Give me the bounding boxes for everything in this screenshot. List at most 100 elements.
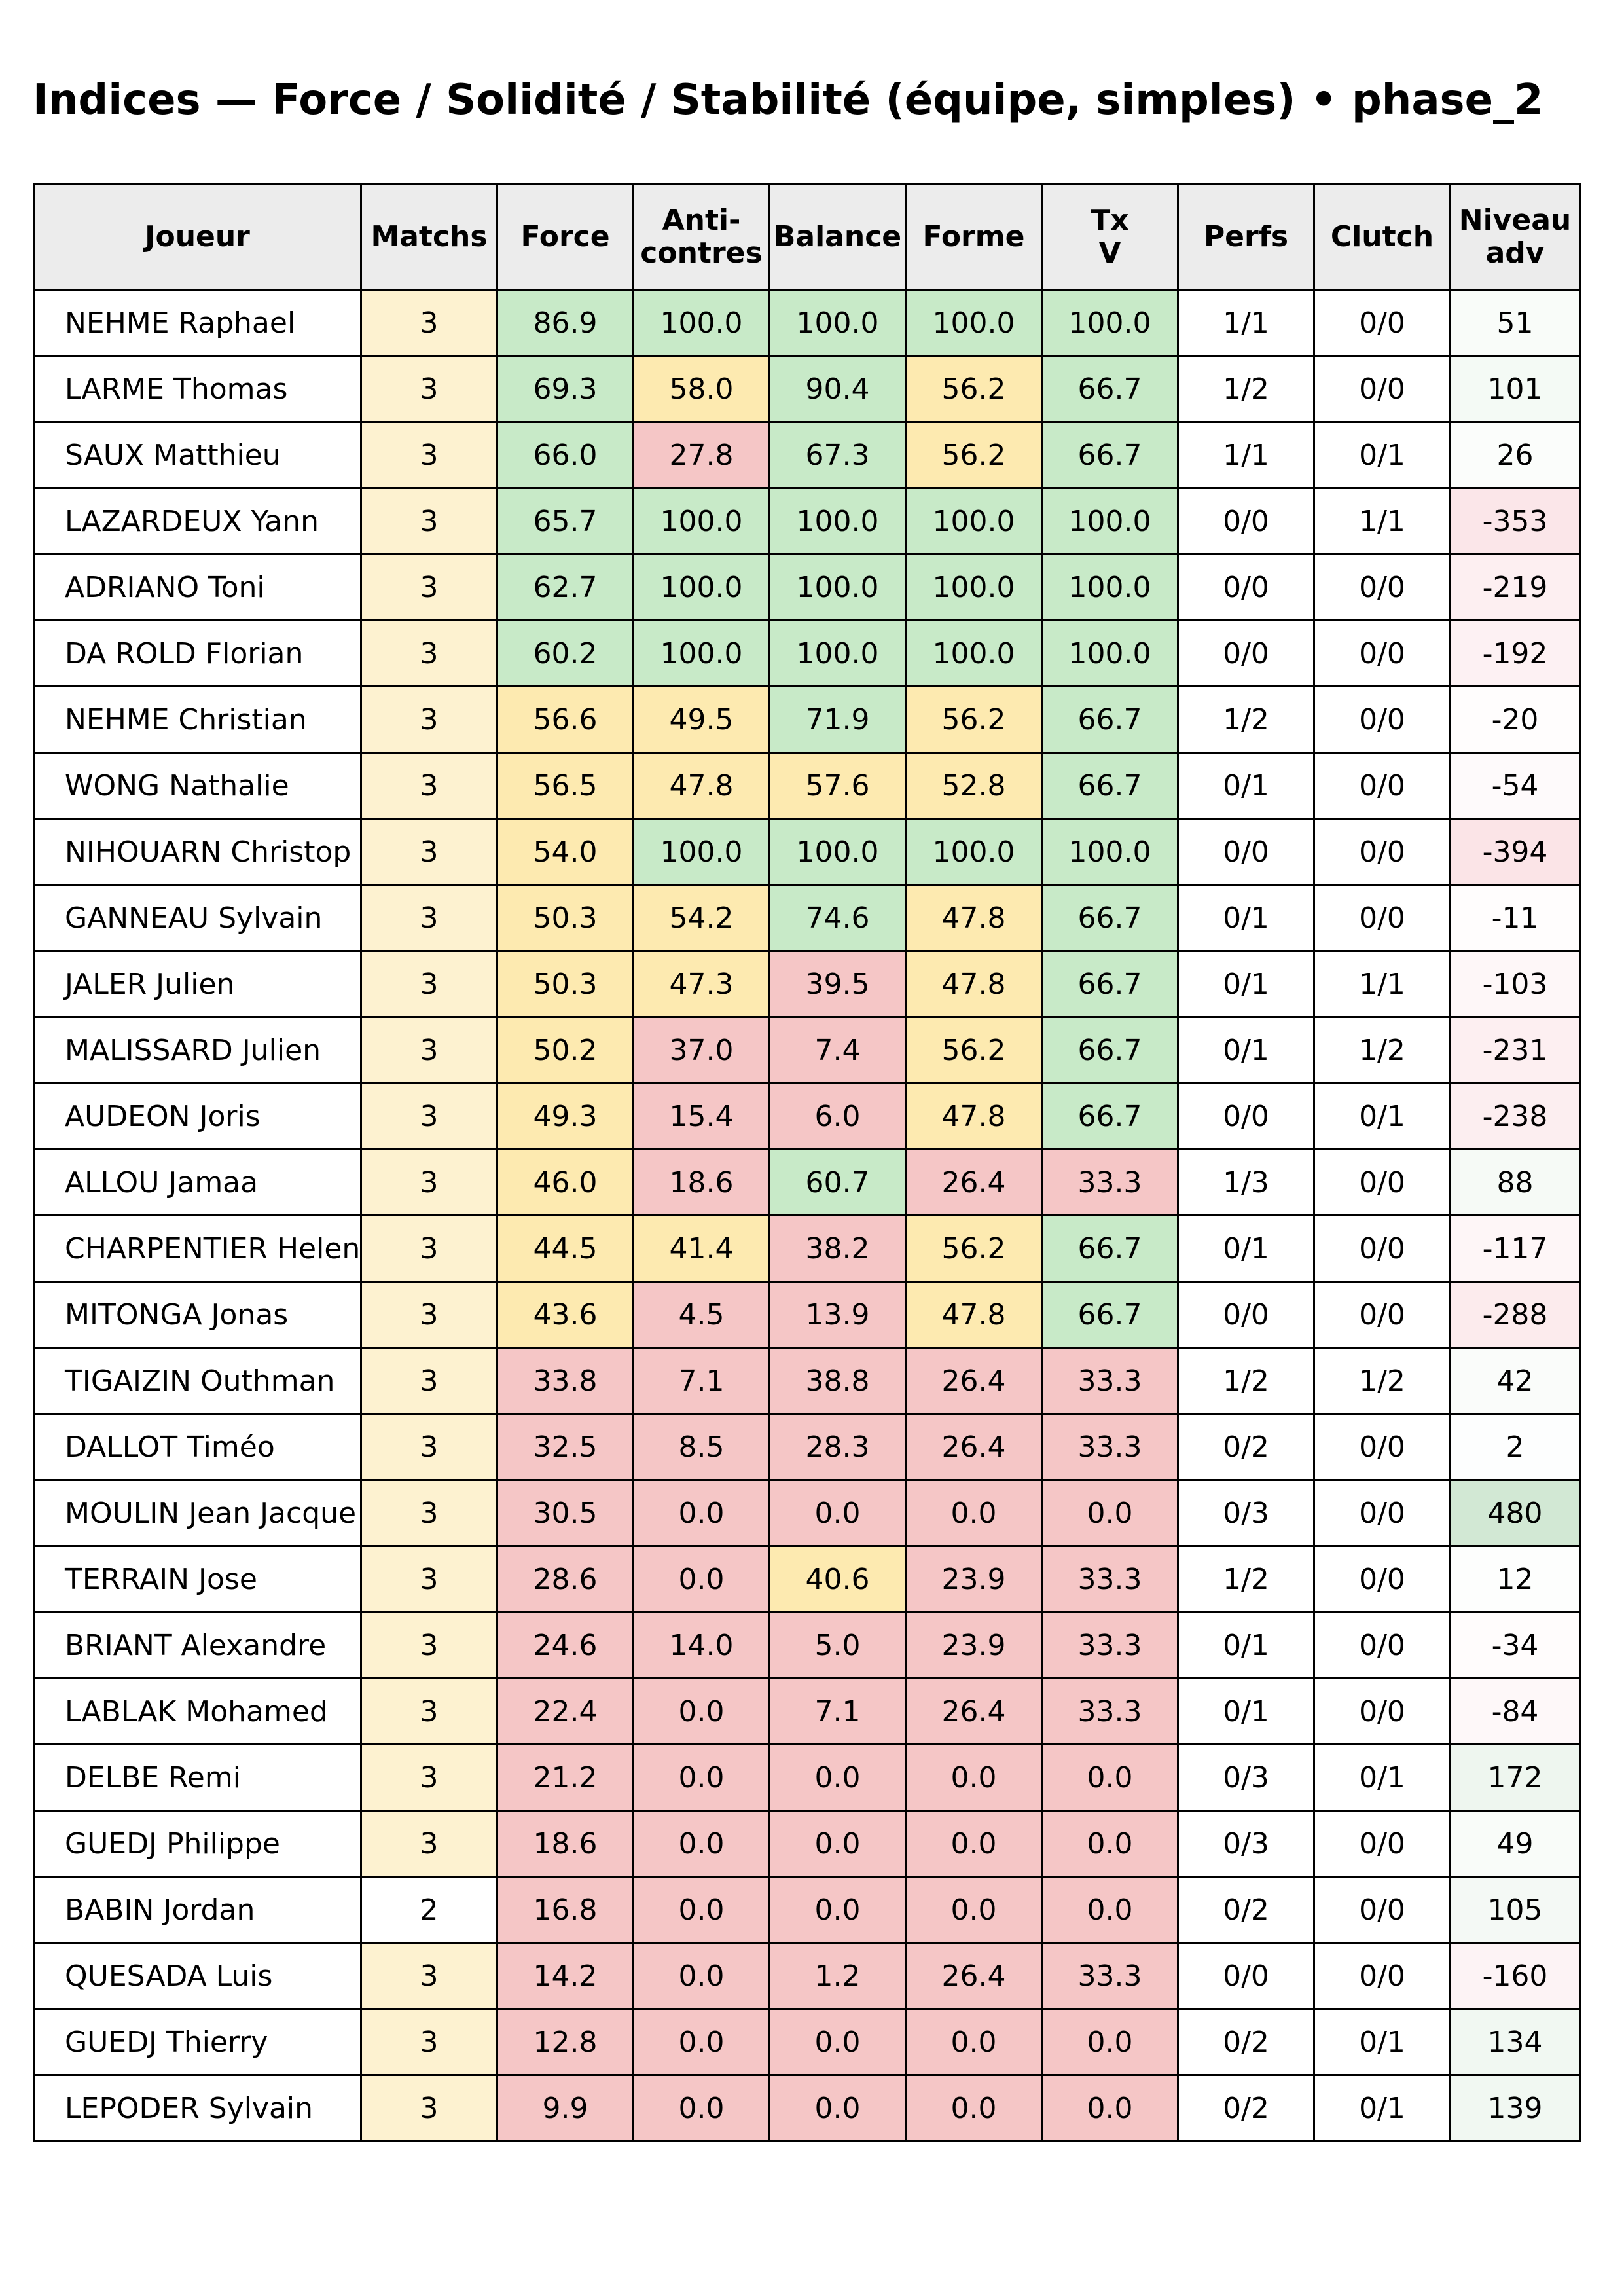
header-row: Joueur Matchs Force Anti- contres Balanc… [33,183,1581,291]
table-row: GANNEAU Sylvain 3 50.3 54.2 74.6 47.8 66.7 0/1 0… [33,884,1581,952]
cell-joueur: NEHME Christian [33,685,362,754]
cell-joueur: DA ROLD Florian [33,619,362,687]
cell-force: 44.5 [496,1214,634,1283]
cell-anticontres: 0.0 [632,1743,770,1812]
cell-matchs: 3 [360,2074,498,2142]
cell-anticontres: 0.0 [632,1677,770,1745]
cell-niveau: -20 [1449,685,1581,754]
cell-matchs: 3 [360,1413,498,1481]
cell-perfs: 0/2 [1177,2008,1315,2076]
cell-clutch: 0/0 [1313,619,1451,687]
cell-force: 56.6 [496,685,634,754]
cell-txv: 0.0 [1041,1876,1179,1944]
cell-clutch: 0/1 [1313,1082,1451,1150]
cell-matchs: 3 [360,487,498,555]
cell-matchs: 3 [360,1347,498,1415]
cell-perfs: 0/0 [1177,1281,1315,1349]
cell-joueur: CHARPENTIER Helen [33,1214,362,1283]
cell-anticontres: 49.5 [632,685,770,754]
cell-forme: 26.4 [905,1347,1043,1415]
cell-balance: 0.0 [768,1876,907,1944]
cell-forme: 56.2 [905,355,1043,423]
cell-forme: 0.0 [905,1810,1043,1878]
cell-balance: 38.2 [768,1214,907,1283]
cell-force: 54.0 [496,818,634,886]
cell-txv: 33.3 [1041,1942,1179,2010]
cell-joueur: GUEDJ Thierry [33,2008,362,2076]
cell-anticontres: 100.0 [632,289,770,357]
cell-anticontres: 58.0 [632,355,770,423]
cell-txv: 0.0 [1041,1810,1179,1878]
cell-txv: 66.7 [1041,421,1179,489]
table-row: TIGAIZIN Outhman 3 33.8 7.1 38.8 26.4 33.3 1/2 1… [33,1347,1581,1415]
cell-forme: 26.4 [905,1942,1043,2010]
cell-clutch: 0/0 [1313,1876,1451,1944]
cell-matchs: 3 [360,752,498,820]
cell-force: 33.8 [496,1347,634,1415]
cell-force: 65.7 [496,487,634,555]
cell-force: 86.9 [496,289,634,357]
cell-niveau: 88 [1449,1148,1581,1216]
cell-perfs: 0/3 [1177,1743,1315,1812]
cell-balance: 0.0 [768,2008,907,2076]
cell-clutch: 0/0 [1313,1677,1451,1745]
table-row: JALER Julien 3 50.3 47.3 39.5 47.8 66.7 0/1 1/1-… [33,950,1581,1018]
col-header-balance: Balance [768,183,907,291]
cell-clutch: 0/0 [1313,1281,1451,1349]
cell-niveau: -231 [1449,1016,1581,1084]
cell-niveau: 26 [1449,421,1581,489]
cell-force: 18.6 [496,1810,634,1878]
cell-joueur: ALLOU Jamaa [33,1148,362,1216]
cell-anticontres: 100.0 [632,619,770,687]
table-row: MALISSARD Julien 3 50.2 37.0 7.4 56.2 66.7 0/1 1… [33,1016,1581,1084]
cell-perfs: 0/0 [1177,1942,1315,2010]
cell-niveau: -394 [1449,818,1581,886]
col-header-matchs: Matchs [360,183,498,291]
cell-niveau: -192 [1449,619,1581,687]
cell-balance: 74.6 [768,884,907,952]
cell-clutch: 0/0 [1313,685,1451,754]
table-row: DALLOT Timéo 3 32.5 8.5 28.3 26.4 33.3 0/2 0/0 2 [33,1413,1581,1481]
cell-balance: 38.8 [768,1347,907,1415]
cell-perfs: 1/2 [1177,1545,1315,1613]
cell-forme: 26.4 [905,1677,1043,1745]
cell-anticontres: 14.0 [632,1611,770,1679]
cell-txv: 33.3 [1041,1611,1179,1679]
cell-anticontres: 100.0 [632,487,770,555]
cell-clutch: 0/0 [1313,1148,1451,1216]
cell-matchs: 3 [360,1810,498,1878]
cell-matchs: 3 [360,1479,498,1547]
cell-balance: 0.0 [768,2074,907,2142]
cell-forme: 47.8 [905,884,1043,952]
cell-txv: 66.7 [1041,685,1179,754]
cell-joueur: BRIANT Alexandre [33,1611,362,1679]
cell-matchs: 3 [360,553,498,621]
cell-perfs: 0/3 [1177,1479,1315,1547]
cell-matchs: 3 [360,289,498,357]
cell-clutch: 0/0 [1313,553,1451,621]
cell-clutch: 0/0 [1313,752,1451,820]
cell-force: 16.8 [496,1876,634,1944]
cell-balance: 40.6 [768,1545,907,1613]
cell-niveau: -54 [1449,752,1581,820]
cell-balance: 100.0 [768,553,907,621]
cell-joueur: DELBE Remi [33,1743,362,1812]
table-row: LABLAK Mohamed 3 22.4 0.0 7.1 26.4 33.3 0/1 0/0-… [33,1677,1581,1745]
cell-txv: 0.0 [1041,1479,1179,1547]
cell-balance: 60.7 [768,1148,907,1216]
cell-matchs: 3 [360,2008,498,2076]
cell-perfs: 0/0 [1177,487,1315,555]
cell-matchs: 3 [360,950,498,1018]
cell-niveau: 172 [1449,1743,1581,1812]
cell-anticontres: 47.3 [632,950,770,1018]
table-row: LAZARDEUX Yann 3 65.7 100.0 100.0 100.0 100.0 0… [33,487,1581,555]
cell-anticontres: 37.0 [632,1016,770,1084]
cell-niveau: -288 [1449,1281,1581,1349]
cell-perfs: 0/1 [1177,884,1315,952]
cell-force: 46.0 [496,1148,634,1216]
cell-txv: 33.3 [1041,1413,1179,1481]
cell-forme: 56.2 [905,421,1043,489]
col-header-perfs: Perfs [1177,183,1315,291]
cell-balance: 100.0 [768,619,907,687]
cell-balance: 13.9 [768,1281,907,1349]
